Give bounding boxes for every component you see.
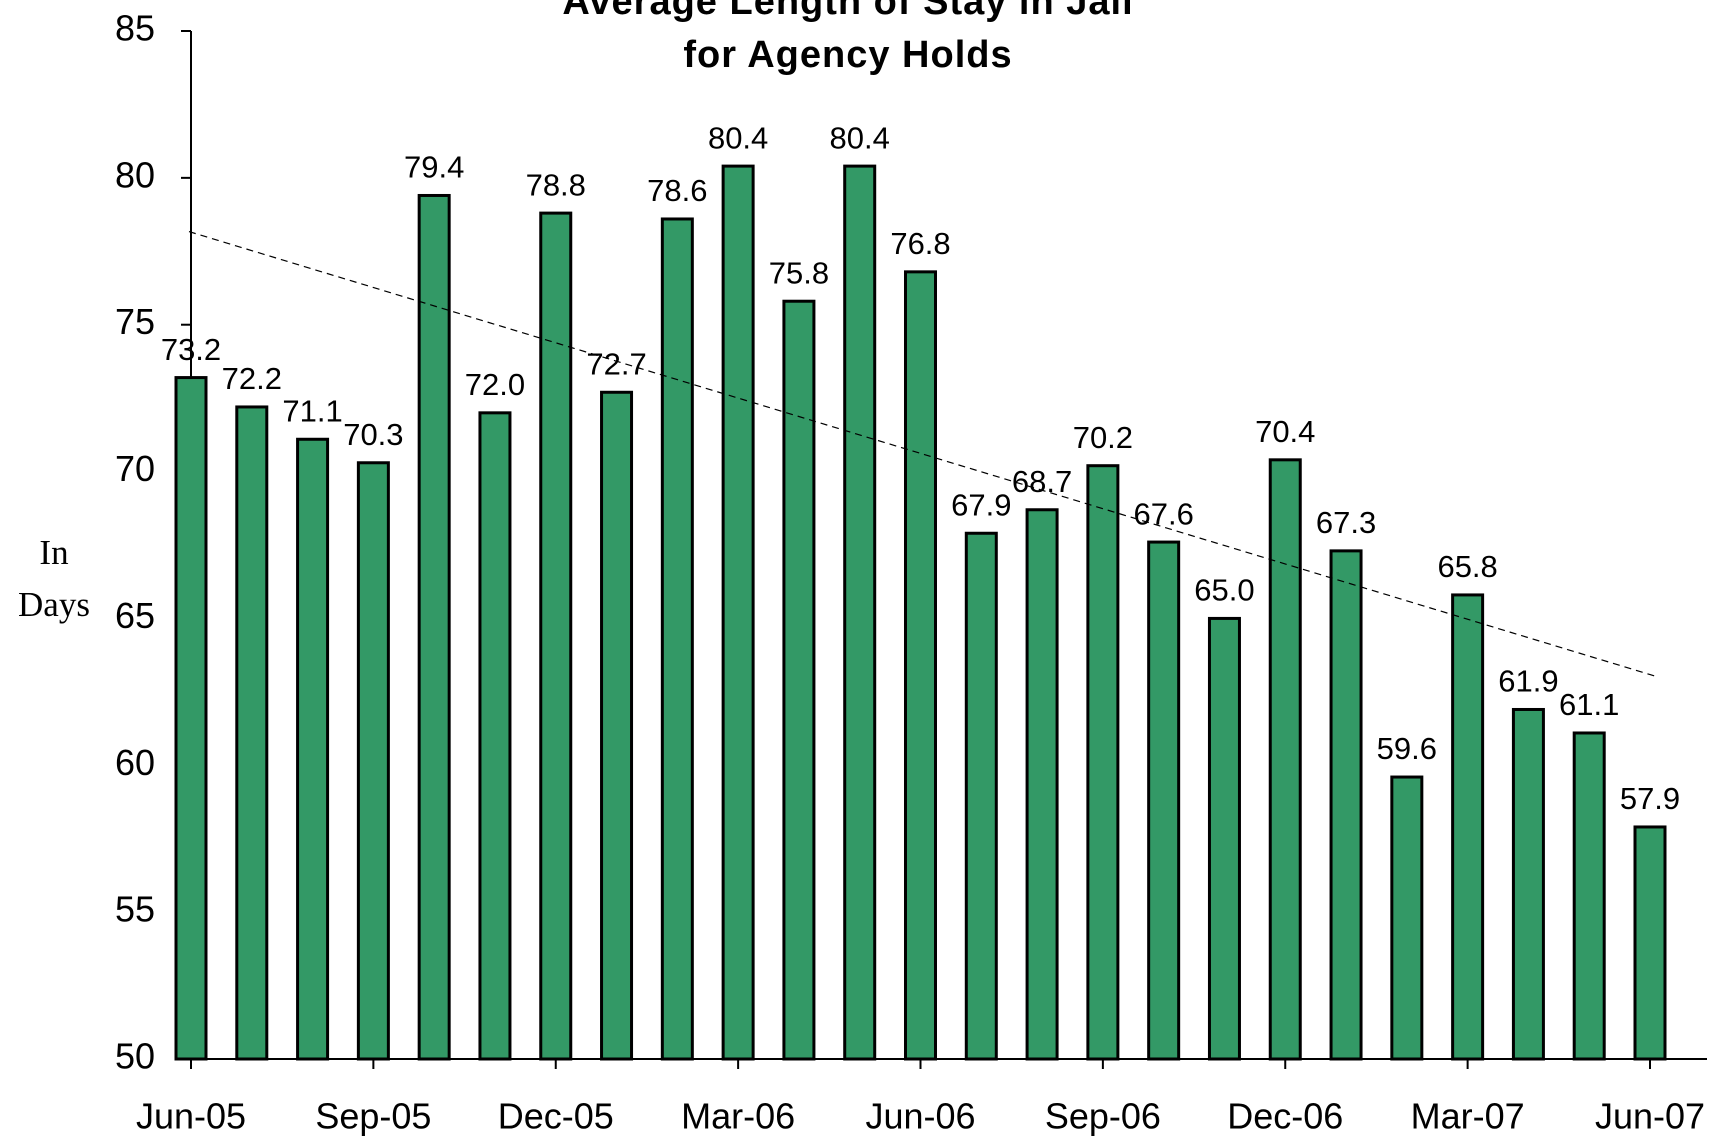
x-tick-label: Dec-05 xyxy=(498,1096,614,1137)
bar xyxy=(1086,464,1120,1061)
data-label: 72.0 xyxy=(465,367,525,402)
data-label: 68.7 xyxy=(1012,464,1072,499)
data-label: 76.8 xyxy=(890,226,950,261)
bar xyxy=(1390,775,1424,1061)
x-tick-label: Mar-06 xyxy=(681,1096,795,1137)
bar xyxy=(1207,616,1241,1061)
data-label: 59.6 xyxy=(1377,731,1437,766)
data-label: 78.8 xyxy=(526,167,586,202)
data-label: 65.0 xyxy=(1194,573,1254,608)
trend-line xyxy=(188,231,1656,677)
bar xyxy=(417,193,451,1061)
bar xyxy=(660,217,694,1061)
y-tick-label: 75 xyxy=(115,301,155,342)
bar xyxy=(539,211,573,1061)
data-label: 61.1 xyxy=(1559,687,1619,722)
bar xyxy=(1329,549,1363,1061)
data-label: 72.2 xyxy=(222,361,282,396)
data-label: 70.2 xyxy=(1073,420,1133,455)
data-label: 57.9 xyxy=(1620,781,1680,816)
bar xyxy=(782,299,816,1061)
y-tick-label: 55 xyxy=(115,889,155,930)
y-tick-label: 85 xyxy=(115,8,155,49)
y-tick-label: 70 xyxy=(115,448,155,489)
data-label: 67.6 xyxy=(1133,496,1193,531)
bar xyxy=(478,411,512,1061)
data-label: 73.2 xyxy=(161,332,221,367)
bar xyxy=(1147,540,1181,1061)
data-label: 70.3 xyxy=(343,417,403,452)
x-tick-label: Sep-06 xyxy=(1045,1096,1161,1137)
data-label: 71.1 xyxy=(282,393,342,428)
y-tick-label: 80 xyxy=(115,154,155,195)
data-label: 78.6 xyxy=(647,173,707,208)
y-tick-label: 65 xyxy=(115,595,155,636)
bar xyxy=(964,531,998,1061)
y-axis-label: In Days xyxy=(18,533,90,624)
bar xyxy=(1633,825,1667,1061)
y-tick-label: 50 xyxy=(115,1036,155,1077)
bar xyxy=(1511,707,1545,1061)
data-label: 67.3 xyxy=(1316,505,1376,540)
bar xyxy=(1572,731,1606,1061)
bar xyxy=(904,270,937,1061)
bar xyxy=(600,390,634,1061)
data-label: 67.9 xyxy=(951,487,1011,522)
data-label: 80.4 xyxy=(830,120,890,155)
bar xyxy=(721,164,755,1061)
x-tick-label: Jun-06 xyxy=(865,1096,975,1137)
y-tick-label: 60 xyxy=(115,742,155,783)
x-tick-label: Jun-07 xyxy=(1595,1096,1705,1137)
bar xyxy=(356,461,390,1061)
chart-title: for Agency Holds xyxy=(683,34,1012,76)
x-tick-label: Jun-05 xyxy=(136,1096,246,1137)
data-label: 70.4 xyxy=(1255,414,1315,449)
data-label: 80.4 xyxy=(708,120,768,155)
data-label: 65.8 xyxy=(1437,549,1497,584)
data-label: 72.7 xyxy=(586,346,646,381)
data-label: 61.9 xyxy=(1498,664,1558,699)
x-tick-label: Dec-06 xyxy=(1227,1096,1343,1137)
bar xyxy=(1451,593,1485,1061)
bar xyxy=(1025,508,1059,1061)
data-label: 79.4 xyxy=(404,150,464,185)
x-tick-label: Mar-07 xyxy=(1411,1096,1525,1137)
bar xyxy=(235,405,269,1061)
bar xyxy=(296,437,330,1061)
x-tick-label: Sep-05 xyxy=(315,1096,431,1137)
chart-title: Average Length of Stay in Jail xyxy=(562,0,1133,23)
data-label: 75.8 xyxy=(769,255,829,290)
bar xyxy=(174,376,208,1061)
bar xyxy=(1268,458,1302,1061)
bar xyxy=(843,164,877,1061)
